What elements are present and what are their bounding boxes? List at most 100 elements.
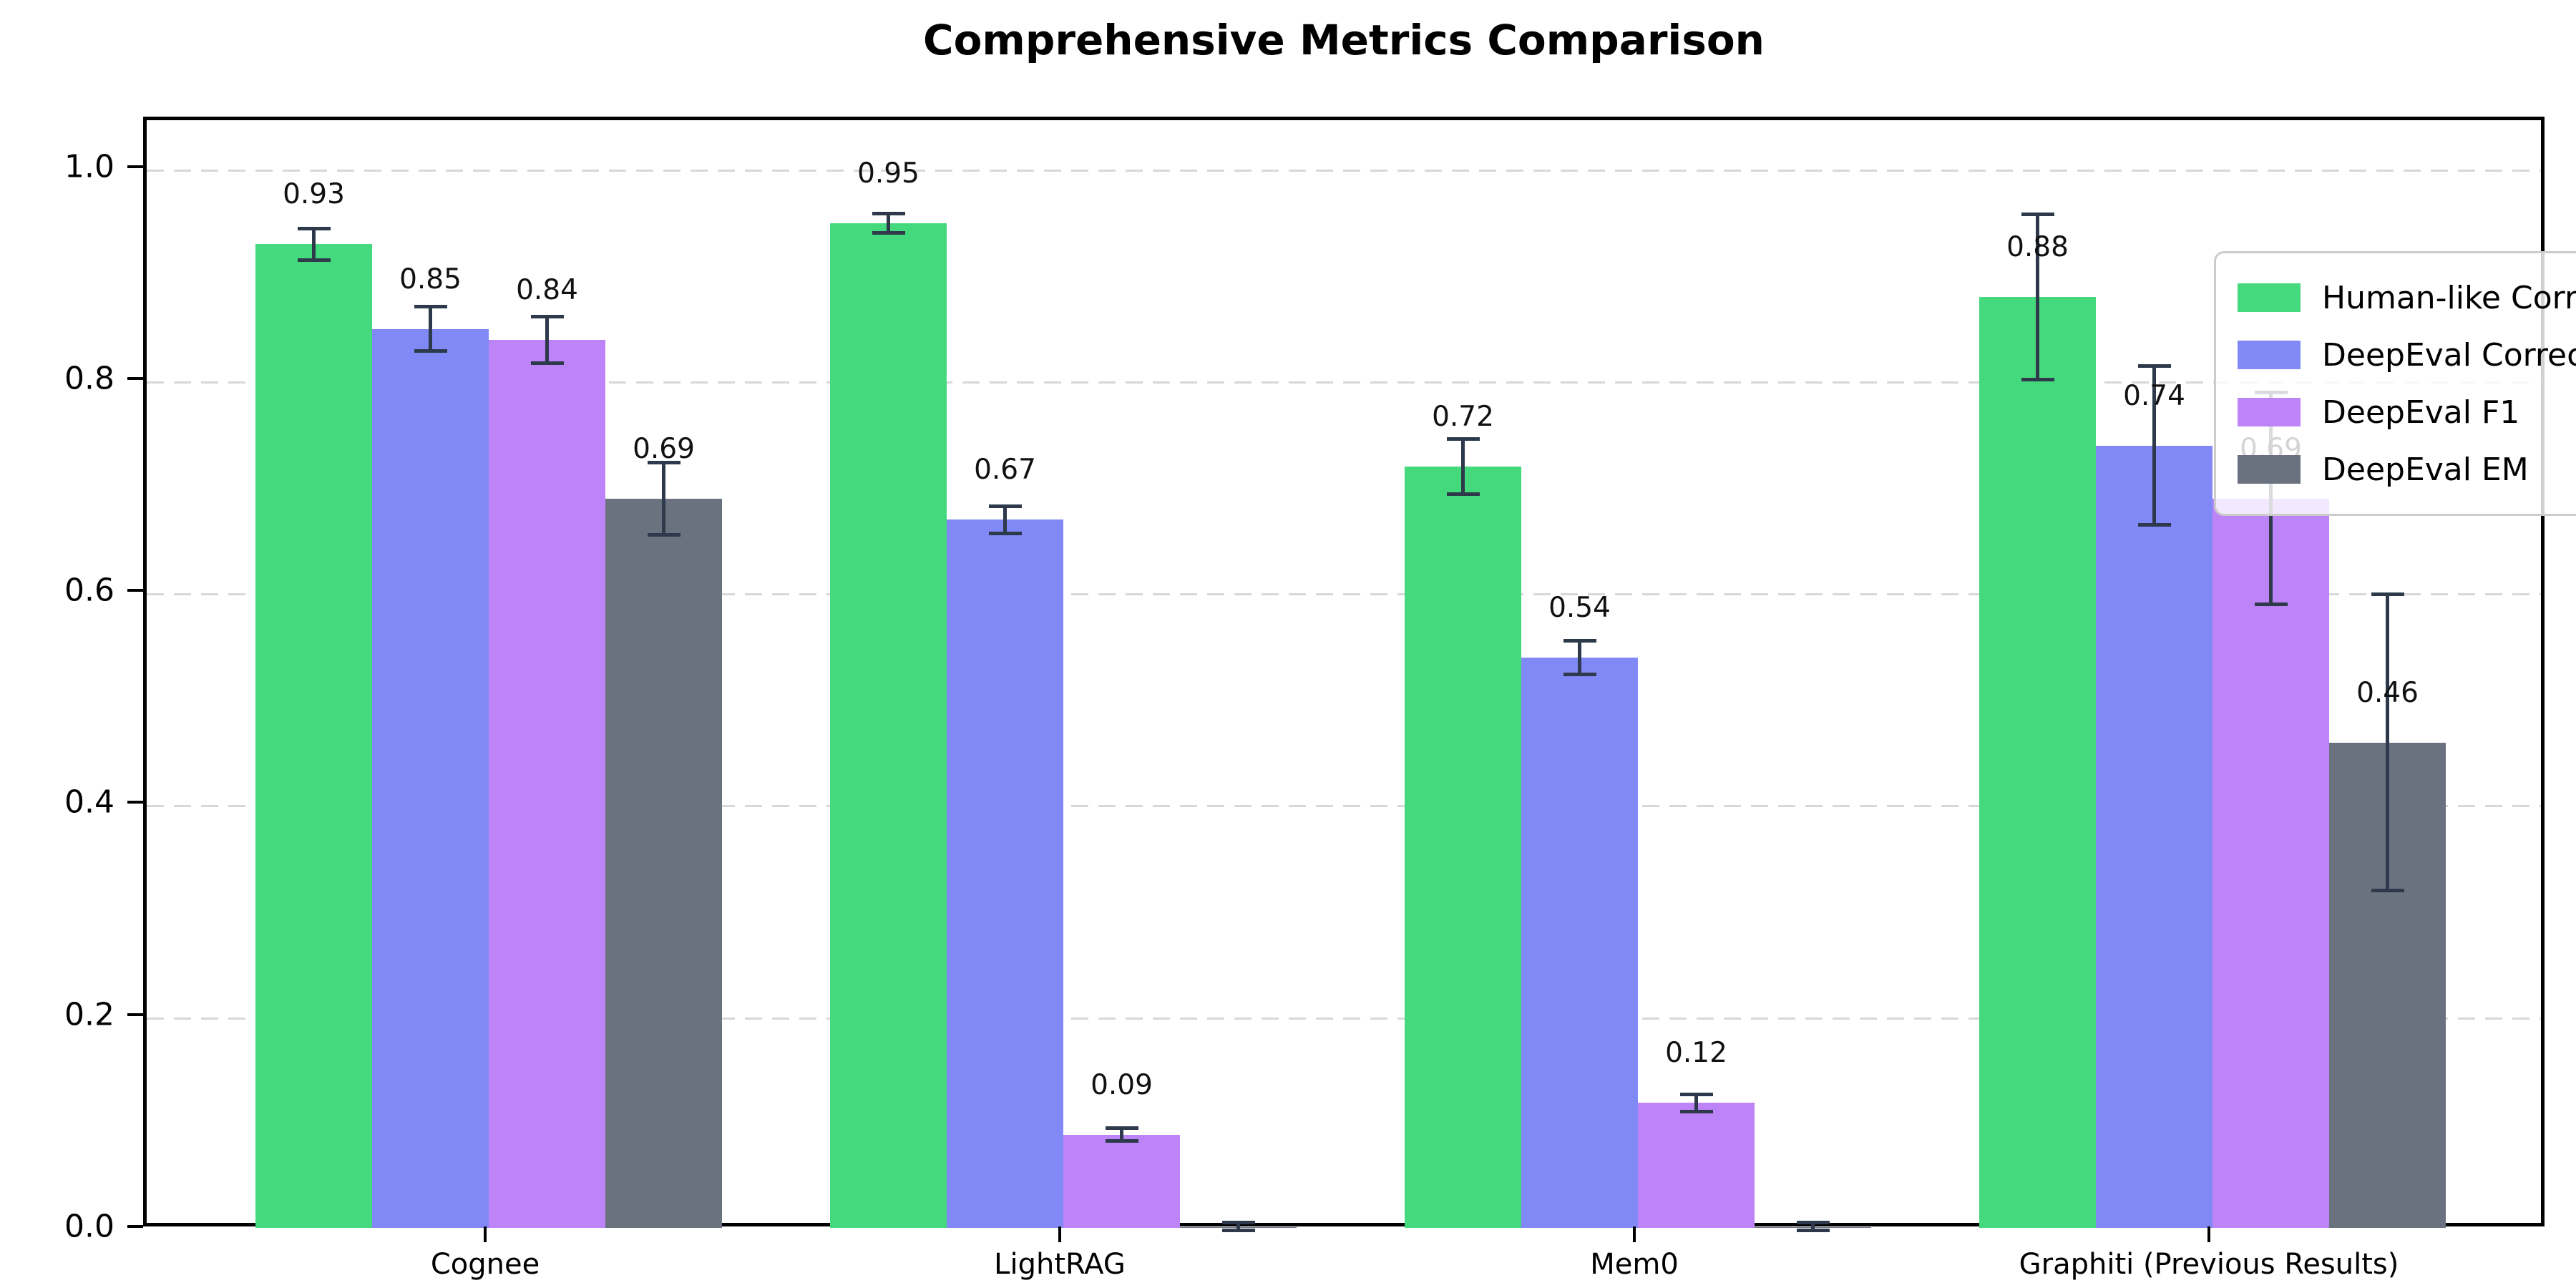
error-bar-cap xyxy=(2371,592,2404,596)
bar-human-like-correctness-cognee xyxy=(255,244,372,1229)
bar-deepeval-f1-mem0 xyxy=(1638,1103,1755,1229)
error-bar-cap xyxy=(647,460,680,464)
y-tick-label: 0.4 xyxy=(64,784,114,821)
bar-value-label: 0.54 xyxy=(1548,592,1611,625)
error-bar-line xyxy=(2036,214,2039,380)
x-tick-mark xyxy=(2207,1226,2210,1242)
bar-value-label: 0.09 xyxy=(1091,1068,1153,1101)
legend-label: DeepEval F1 xyxy=(2322,394,2520,431)
error-bar-cap xyxy=(297,258,331,263)
bar-deepeval-em-cognee xyxy=(605,498,722,1229)
x-tick-label: Mem0 xyxy=(1590,1248,1679,1281)
bar-value-label: 0.67 xyxy=(974,454,1036,487)
error-bar-cap xyxy=(530,314,564,318)
error-bar-cap xyxy=(1105,1139,1138,1143)
bar-value-label: 0.85 xyxy=(399,263,462,296)
legend-swatch xyxy=(2238,341,2301,369)
x-tick-label: Cognee xyxy=(430,1248,540,1281)
error-bar-cap xyxy=(647,532,680,537)
error-bar-cap xyxy=(1679,1092,1713,1096)
error-bar-line xyxy=(1811,1222,1815,1230)
error-bar-line xyxy=(2152,366,2156,525)
error-bar-cap xyxy=(2137,364,2171,369)
chart-title: Comprehensive Metrics Comparison xyxy=(923,16,1765,64)
error-bar-cap xyxy=(414,305,447,309)
error-bar-line xyxy=(545,316,549,364)
error-bar-line xyxy=(429,306,432,351)
plot-area: 0.93 0.95 0.72 0.88 0.85 0.67 0.54 0.74 0.84 0.09… xyxy=(143,117,2576,1232)
bar-value-label: 0.93 xyxy=(283,178,345,211)
legend-label: DeepEval Correctness xyxy=(2322,336,2576,374)
error-bar-cap xyxy=(1221,1228,1255,1232)
y-tick-mark xyxy=(127,801,143,804)
error-bar-cap xyxy=(988,532,1022,536)
error-bar-cap xyxy=(2021,378,2054,382)
bar-human-like-correctness-lightrag xyxy=(830,223,947,1229)
error-bar-cap xyxy=(2371,889,2404,893)
gridline xyxy=(147,169,2541,172)
error-bar-line xyxy=(2386,594,2389,891)
error-bar-line xyxy=(312,228,316,260)
error-bar-cap xyxy=(530,361,564,365)
y-tick-label: 0.0 xyxy=(64,1208,114,1245)
error-bar-cap xyxy=(1221,1221,1255,1225)
legend-swatch xyxy=(2238,283,2301,312)
legend-item: DeepEval F1 xyxy=(2238,384,2576,441)
bar-deepeval-correctness-mem0 xyxy=(1521,658,1638,1229)
error-bar-cap xyxy=(1563,673,1596,677)
error-bar-cap xyxy=(1446,437,1480,441)
y-axis-label: Score xyxy=(0,627,6,716)
legend-item: Human-like Correctness xyxy=(2238,269,2576,326)
error-bar-cap xyxy=(1446,492,1480,497)
error-bar-line xyxy=(1003,506,1007,534)
legend-label: DeepEval EM xyxy=(2322,451,2529,488)
gridline xyxy=(147,593,2541,596)
y-tick-mark xyxy=(127,1013,143,1016)
x-tick-label: LightRAG xyxy=(994,1248,1126,1281)
x-tick-mark xyxy=(484,1226,487,1242)
bar-deepeval-f1-cognee xyxy=(489,339,605,1229)
bar-value-label: 0.46 xyxy=(2356,676,2419,709)
legend-item: DeepEval Correctness xyxy=(2238,326,2576,384)
legend-swatch xyxy=(2238,455,2301,484)
error-bar-line xyxy=(1694,1094,1698,1112)
gridline xyxy=(147,1017,2541,1020)
error-bar-cap xyxy=(872,211,905,215)
legend-swatch xyxy=(2238,398,2301,426)
legend: Human-like Correctness DeepEval Correctne… xyxy=(2214,251,2576,516)
error-bar-cap xyxy=(297,226,331,230)
y-tick-mark xyxy=(127,165,143,168)
error-bar-line xyxy=(662,462,665,535)
y-tick-mark xyxy=(127,376,143,380)
bar-value-label: 0.88 xyxy=(2006,231,2069,264)
error-bar-line xyxy=(1578,640,1581,675)
bar-human-like-correctness-graphiti-previous-results- xyxy=(1979,297,2096,1229)
bar-value-label: 0.74 xyxy=(2123,379,2185,412)
bar-deepeval-correctness-graphiti-previous-results- xyxy=(2096,445,2212,1229)
error-bar-line xyxy=(1120,1128,1123,1141)
y-tick-label: 1.0 xyxy=(64,148,114,185)
bar-value-label: 0.72 xyxy=(1432,401,1494,434)
legend-label: Human-like Correctness xyxy=(2322,279,2576,316)
error-bar-cap xyxy=(1563,638,1596,643)
y-tick-label: 0.8 xyxy=(64,360,114,397)
bar-deepeval-f1-lightrag xyxy=(1063,1134,1180,1229)
error-bar-cap xyxy=(988,504,1022,508)
bar-value-label: 0.12 xyxy=(1665,1037,1727,1070)
error-bar-cap xyxy=(2021,213,2054,217)
error-bar-cap xyxy=(2137,523,2171,527)
bar-deepeval-f1-graphiti-previous-results- xyxy=(2212,498,2329,1229)
bar-deepeval-correctness-cognee xyxy=(372,328,489,1229)
y-tick-label: 0.2 xyxy=(64,996,114,1033)
error-bar-line xyxy=(1461,439,1465,494)
error-bar-cap xyxy=(2254,602,2288,607)
bar-human-like-correctness-mem0 xyxy=(1405,467,1521,1229)
error-bar-cap xyxy=(1796,1221,1830,1225)
error-bar-cap xyxy=(872,230,905,235)
x-tick-label: Graphiti (Previous Results) xyxy=(2019,1248,2399,1281)
error-bar-cap xyxy=(1796,1228,1830,1232)
error-bar-line xyxy=(887,213,890,233)
bar-deepeval-correctness-lightrag xyxy=(947,519,1063,1229)
x-tick-mark xyxy=(1058,1226,1061,1242)
